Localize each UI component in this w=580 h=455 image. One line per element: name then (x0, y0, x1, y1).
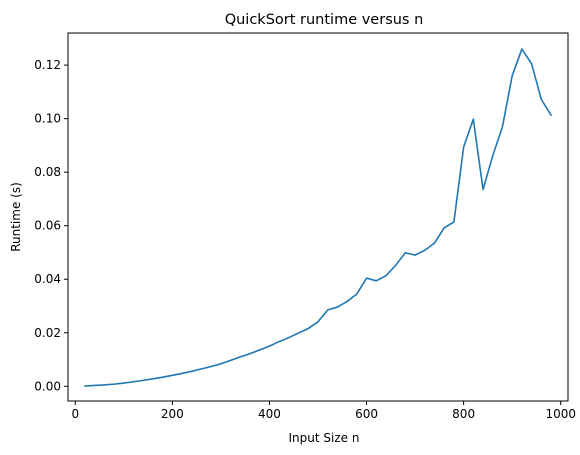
y-tick-label: 0.00 (34, 379, 61, 393)
plot-frame (67, 32, 569, 402)
chart-title: QuickSort runtime versus n (225, 12, 424, 28)
x-tick-label: 200 (161, 407, 184, 421)
x-tick-label: 0 (71, 407, 79, 421)
y-axis-label: Runtime (s) (9, 182, 23, 252)
y-tick-label: 0.08 (34, 165, 61, 179)
x-tick-label: 800 (452, 407, 475, 421)
series-layer (84, 48, 553, 387)
runtime-line (84, 48, 553, 387)
y-tick-label: 0.10 (34, 112, 61, 126)
x-axis-label: Input Size n (289, 431, 360, 445)
y-tick-label: 0.04 (34, 272, 61, 286)
y-tick-label: 0.12 (34, 58, 61, 72)
y-axis-ticks: 0.00 0.02 0.04 0.06 0.08 0.10 0.12 (34, 58, 68, 393)
x-tick-label: 400 (258, 407, 281, 421)
y-tick-label: 0.06 (34, 219, 61, 233)
axes (67, 32, 569, 402)
x-tick-label: 600 (355, 407, 378, 421)
x-axis-ticks: 0 200 400 600 800 1000 (71, 401, 576, 421)
y-tick-label: 0.02 (34, 326, 61, 340)
x-tick-label: 1000 (545, 407, 576, 421)
